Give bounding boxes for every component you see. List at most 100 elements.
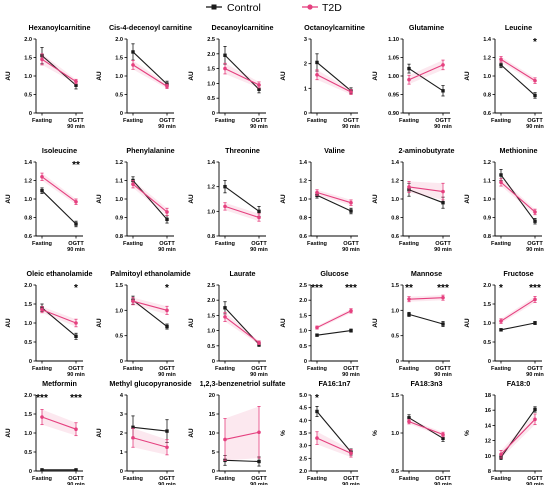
y-tick-label: 2.0 [207,52,215,58]
significance-marker: *** [437,283,449,294]
significance-marker: ** [72,160,80,171]
panel-glutamine: Glutamine 0.90 0.95 1.00 1.05 1.10 AU Fasting OG… [372,23,452,130]
data-point-t2d [257,215,261,220]
series-line-t2d [41,176,77,203]
y-tick-label: 0 [304,359,307,365]
x-tick-label: Fasting [32,476,52,482]
data-point-t2d [533,210,537,214]
panel-title: Oleic ethanolamide [27,269,93,278]
series-line-control [41,190,77,225]
legend-marker-control [211,4,217,10]
y-tick-label: 0.8 [24,216,32,222]
y-axis-label: AU [96,194,103,204]
panel-laurate: Laurate 0 0.5 1.0 1.5 2.0 2.5 AU Fasting OGTT 90 m… [188,269,268,378]
data-point-control [441,89,445,93]
data-point-t2d [131,182,135,186]
y-axis-label: AU [372,194,379,204]
panel-title: FA18:3n3 [411,379,443,388]
data-point-control [407,312,411,317]
y-tick-label: 1.05 [388,56,399,62]
y-tick-label: 1.5 [115,283,123,289]
panel-title: Isoleucine [42,146,77,155]
y-tick-label: 1.0 [483,197,491,203]
y-axis-label: AU [96,71,103,81]
panel-threonine: Threonine 0.8 1.0 1.2 1.4 AU Fasting OGTT 90 min [188,146,268,253]
y-tick-label: 0.8 [115,234,123,240]
y-axis-label: AU [5,194,12,204]
series-band-t2d [409,181,443,200]
data-point-t2d [407,419,411,424]
y-tick-label: 2.0 [299,298,307,304]
data-point-control [74,83,78,87]
y-tick-label: 1.0 [24,74,32,80]
data-point-t2d [40,57,44,62]
y-axis-label: AU [96,428,103,438]
panel-methionine: Methionine 0.8 0.9 1.0 1.1 1.2 AU Fasting OGTT 90… [464,146,544,253]
y-tick-label: 4.0 [299,418,307,424]
y-tick-label: 1.5 [207,67,215,73]
y-axis-label: % [372,430,379,436]
data-point-t2d [499,319,503,323]
y-axis-label: AU [280,194,287,204]
y-tick-label: 0 [120,469,123,475]
data-point-control [407,416,411,420]
y-tick-label: 2.5 [299,283,307,289]
y-tick-label: 1.0 [207,81,215,87]
x-tick-label: Fasting [123,476,143,482]
series-line-t2d [132,64,168,87]
y-axis-label: AU [188,194,195,204]
data-point-control [349,328,353,333]
y-tick-label: 0.5 [391,334,399,340]
panel-1-2-3-benzenetriol-sulfate: 1,2,3-benzenetriol sulfate 0 5 10 15 20 AU Fast… [188,379,285,485]
series-line-control [408,68,444,92]
data-point-control [441,322,445,326]
y-tick-label: 0 [488,359,491,365]
y-tick-label: 1.5 [24,412,32,418]
y-tick-label: 0.5 [115,93,123,99]
series-t2d [315,189,353,206]
y-tick-label: 2.0 [115,37,123,43]
y-tick-label: 0.90 [388,111,399,117]
y-tick-label: 1.0 [299,329,307,335]
y-tick-label: 1.0 [207,209,215,215]
y-tick-label: 3.0 [299,444,307,450]
series-t2d [499,295,537,324]
data-point-control [223,306,227,310]
series-t2d [315,69,353,95]
legend-label-control: Control [227,2,261,14]
series-line-t2d [408,64,444,81]
panel-title: Methyl glucopyranoside [109,379,191,388]
data-point-t2d [315,325,319,330]
data-point-t2d [349,90,353,94]
data-point-control [533,219,537,223]
y-axis-label: AU [372,71,379,81]
data-point-control [223,53,227,57]
series-line-t2d [41,309,77,324]
data-point-control [315,60,319,65]
y-tick-label: 1.4 [391,160,400,166]
x-tick-label: Fasting [491,241,511,247]
y-tick-label: 0 [212,469,215,475]
y-tick-label: 0.5 [115,334,123,340]
y-tick-label: 1.0 [115,74,123,80]
series-t2d [499,413,537,459]
significance-marker: * [499,283,503,294]
x-tick-label: Fasting [123,366,143,372]
data-point-control [349,209,353,213]
y-tick-label: 0 [29,359,32,365]
data-point-t2d [407,185,411,189]
y-tick-label: 3.5 [299,431,307,437]
panel-title: Decanoylcarnitine [212,23,274,32]
data-point-control [315,409,319,414]
data-point-control [40,188,44,193]
